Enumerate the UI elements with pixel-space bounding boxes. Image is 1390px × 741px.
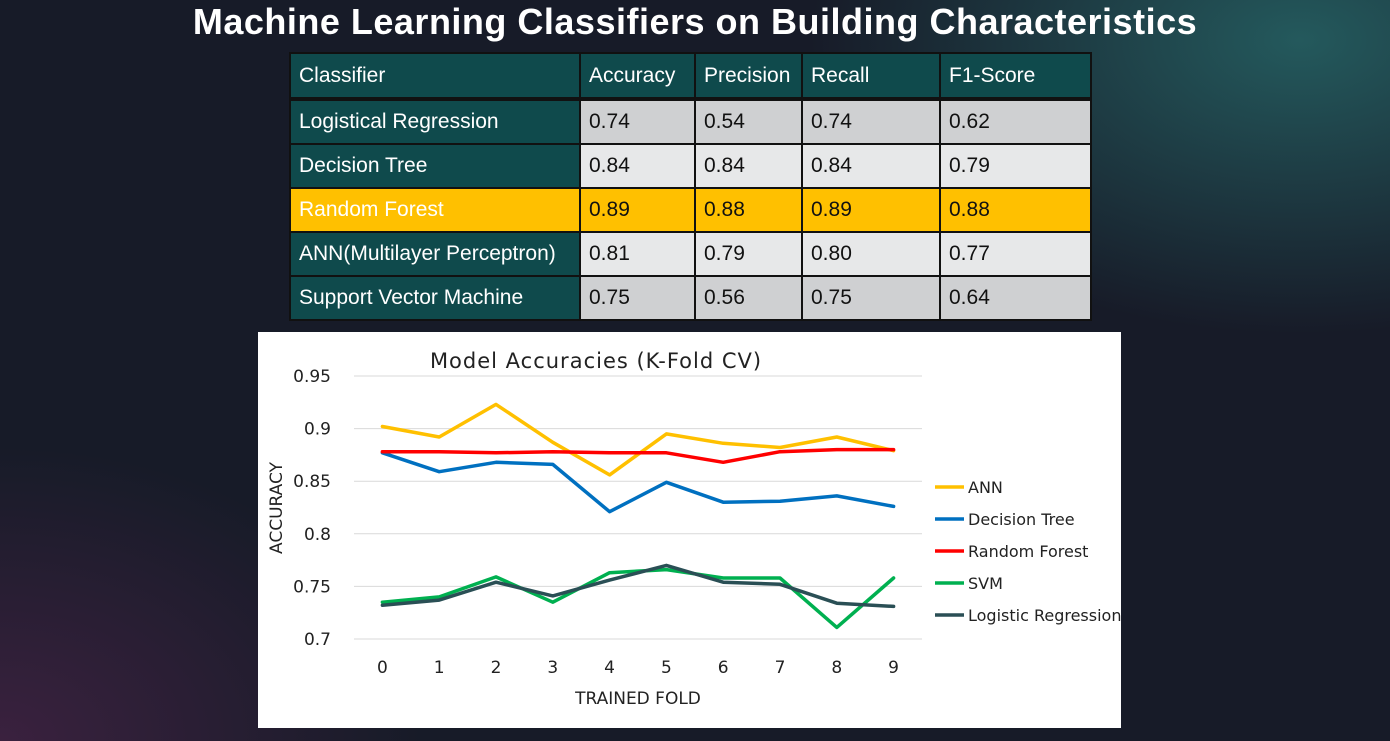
header-recall: Recall [801, 52, 941, 101]
header-accuracy: Accuracy [579, 52, 696, 101]
accuracy-cell: 0.84 [579, 143, 696, 189]
recall-cell: 0.75 [801, 275, 941, 321]
x-tick-label: 0 [377, 658, 388, 678]
x-axis-ticks: 0 1 2 3 4 5 6 7 8 9 [377, 658, 899, 678]
series-line-ann [380, 402, 896, 477]
x-tick-label: 7 [775, 658, 786, 678]
legend-entry-logistic-regression: Logistic Regression [968, 606, 1121, 625]
x-tick-label: 3 [547, 658, 558, 678]
accuracy-line-chart: Model Accuracies (K-Fold CV) 0.950.90.85… [267, 349, 1121, 709]
table-row-highlighted: Random Forest 0.89 0.88 0.89 0.88 [289, 187, 1092, 233]
table-row: Support Vector Machine 0.75 0.56 0.75 0.… [289, 275, 1092, 321]
x-axis-label: TRAINED FOLD [574, 689, 701, 709]
y-axis-ticks: 0.95 0.9 0.85 0.8 0.75 0.7 [293, 367, 331, 650]
f1-score-cell: 0.62 [939, 98, 1092, 145]
f1-score-cell: 0.88 [939, 187, 1092, 233]
y-tick-label: 0.95 [293, 367, 331, 387]
y-tick-label: 0.85 [293, 472, 331, 492]
recall-cell: 0.84 [801, 143, 941, 189]
accuracy-chart-panel: Model Accuracies (K-Fold CV) 0.95 0.9 0.85… [258, 332, 1121, 728]
y-axis-label: ACCURACY [267, 461, 287, 554]
y-tick-label: 0.9 [304, 420, 331, 440]
page-title: Machine Learning Classifiers on Building… [192, 1, 1198, 42]
f1-score-cell: 0.77 [939, 231, 1092, 277]
series-line-random-forest [380, 447, 896, 465]
f1-score-cell: 0.64 [939, 275, 1092, 321]
table-header-row: Classifier Accuracy Precision Recall F1-… [289, 52, 1092, 101]
gridlines [354, 375, 922, 640]
accuracy-cell: 0.89 [579, 187, 696, 233]
accuracy-cell: 0.75 [579, 275, 696, 321]
y-tick-label: 0.8 [304, 525, 331, 545]
table-row: Logistical Regression 0.74 0.54 0.74 0.6… [289, 98, 1092, 145]
x-tick-label: 1 [434, 658, 445, 678]
classifier-name: Support Vector Machine [289, 275, 581, 321]
recall-cell: 0.74 [801, 98, 941, 145]
table-row: Decision Tree 0.84 0.84 0.84 0.79 [289, 143, 1092, 189]
x-tick-label: 4 [604, 658, 615, 678]
legend-entry-decision-tree: Decision Tree [968, 510, 1075, 529]
header-f1-score: F1-Score [939, 52, 1092, 101]
legend: ANN Decision Tree Random Forest SVM Logistic… [935, 478, 1121, 625]
precision-cell: 0.79 [694, 231, 803, 277]
series-line-logistic-regression [380, 563, 896, 609]
f1-score-cell: 0.79 [939, 143, 1092, 189]
metrics-table: Classifier Accuracy Precision Recall F1-… [289, 52, 1092, 321]
precision-cell: 0.88 [694, 187, 803, 233]
accuracy-cell: 0.81 [579, 231, 696, 277]
classifier-name: Logistical Regression [289, 98, 581, 145]
legend-entry-ann: ANN [968, 478, 1003, 497]
accuracy-cell: 0.74 [579, 98, 696, 145]
classifier-name: ANN(Multilayer Perceptron) [289, 231, 581, 277]
legend-entry-random-forest: Random Forest [968, 542, 1088, 561]
series-lines [380, 402, 896, 630]
recall-cell: 0.89 [801, 187, 941, 233]
header-precision: Precision [694, 52, 803, 101]
series-line-svm [380, 567, 896, 630]
recall-cell: 0.80 [801, 231, 941, 277]
header-classifier: Classifier [289, 52, 581, 101]
table-row: ANN(Multilayer Perceptron) 0.81 0.79 0.8… [289, 231, 1092, 277]
precision-cell: 0.56 [694, 275, 803, 321]
classifier-name: Decision Tree [289, 143, 581, 189]
x-tick-label: 6 [718, 658, 729, 678]
series-line-decision-tree [380, 451, 896, 514]
precision-cell: 0.54 [694, 98, 803, 145]
x-tick-label: 5 [661, 658, 672, 678]
x-tick-label: 2 [491, 658, 502, 678]
y-tick-label: 0.7 [304, 630, 331, 650]
precision-cell: 0.84 [694, 143, 803, 189]
x-tick-label: 8 [831, 658, 842, 678]
legend-entry-svm: SVM [968, 574, 1003, 593]
chart-title: Model Accuracies (K-Fold CV) [430, 349, 762, 373]
classifier-name: Random Forest [289, 187, 581, 233]
x-tick-label: 9 [888, 658, 899, 678]
y-tick-label: 0.75 [293, 577, 331, 597]
